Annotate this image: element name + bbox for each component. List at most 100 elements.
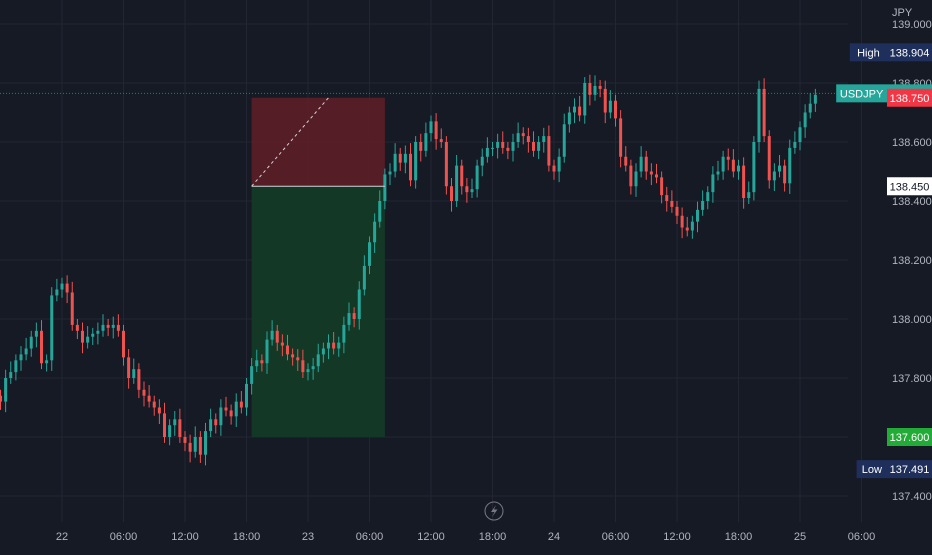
price-badges: High138.904USDJPY138.765138.750138.45013… xyxy=(836,43,932,479)
candle-body xyxy=(332,342,336,349)
candle-body xyxy=(122,330,125,358)
stop-value-box xyxy=(887,88,932,107)
candle-body xyxy=(747,192,751,199)
trade-path-line xyxy=(251,97,329,187)
candle-body xyxy=(178,419,182,437)
candle-body xyxy=(501,142,505,148)
candle-body xyxy=(506,147,510,151)
candle-body xyxy=(460,165,464,187)
candle-body xyxy=(393,153,397,172)
candle-body xyxy=(173,419,177,426)
candle-body xyxy=(260,360,264,364)
candle-body xyxy=(470,189,474,193)
candle-body xyxy=(439,139,443,142)
candle-body xyxy=(106,324,110,328)
candles xyxy=(0,74,817,466)
current-label: USDJPY xyxy=(840,88,884,100)
candle-body xyxy=(275,330,279,343)
candle-body xyxy=(224,407,228,411)
x-tick-label: 12:00 xyxy=(417,531,445,543)
overlay-lines xyxy=(0,92,848,187)
candle-body xyxy=(573,106,576,113)
axes: JPY 139.000138.800138.600138.400138.2001… xyxy=(56,7,932,543)
candle-body xyxy=(383,174,387,201)
candle-body xyxy=(81,330,84,343)
candle-body xyxy=(614,100,617,119)
short-position-tool[interactable] xyxy=(251,97,385,437)
candle-body xyxy=(772,171,776,181)
candle-body xyxy=(352,313,356,319)
candle-body xyxy=(188,442,192,452)
candle-body xyxy=(86,336,90,343)
candle-body xyxy=(465,186,469,193)
candle-body xyxy=(583,83,587,116)
candle-body xyxy=(685,227,689,231)
candle-body xyxy=(24,348,28,355)
x-tick-label: 06:00 xyxy=(848,531,876,543)
candle-body xyxy=(511,142,515,151)
candle-body xyxy=(45,360,49,364)
y-tick-label: 138.600 xyxy=(892,137,932,149)
candle-body xyxy=(193,437,197,452)
high-price-badge: High 138.904 xyxy=(849,43,932,62)
lightning-icon[interactable] xyxy=(484,501,504,521)
candle-body xyxy=(629,165,633,187)
candle-body xyxy=(142,389,146,396)
candle-body xyxy=(649,171,653,175)
take-profit-zone xyxy=(251,186,385,437)
x-tick-label: 06:00 xyxy=(602,531,630,543)
candle-body xyxy=(491,147,494,149)
candle-body xyxy=(234,401,238,417)
candle-body xyxy=(711,174,715,193)
candle-body xyxy=(450,186,453,201)
candle-body xyxy=(737,165,740,172)
candle-body xyxy=(547,136,551,166)
currency-label: JPY xyxy=(892,7,913,19)
candle-body xyxy=(398,153,402,163)
candle-body xyxy=(342,324,346,343)
candle-body xyxy=(680,215,684,228)
candle-body xyxy=(516,133,520,142)
candle-body xyxy=(255,360,259,367)
candle-body xyxy=(301,360,305,373)
candle-body xyxy=(675,206,679,216)
candle-body xyxy=(127,357,131,378)
candle-body xyxy=(163,413,166,437)
candle-body xyxy=(716,171,720,175)
high-value-box xyxy=(887,43,932,62)
candle-body xyxy=(485,147,489,157)
candle-body xyxy=(65,283,69,293)
candle-body xyxy=(250,366,254,384)
candle-body xyxy=(767,136,771,181)
candle-body xyxy=(152,401,156,408)
candle-body xyxy=(327,342,330,349)
low-label: Low xyxy=(862,464,882,476)
stop-price-badge: 138.750 xyxy=(887,88,932,107)
candle-body xyxy=(280,342,284,346)
candle-body xyxy=(209,419,213,432)
y-tick-label: 139.000 xyxy=(892,19,932,31)
candle-body xyxy=(409,153,412,181)
candle-body xyxy=(552,165,556,172)
candle-body xyxy=(757,88,761,142)
candle-body xyxy=(424,133,428,151)
candle-body xyxy=(562,124,566,157)
high-value: 138.904 xyxy=(890,47,930,59)
candle-body xyxy=(696,209,699,222)
x-tick-label: 24 xyxy=(548,531,560,543)
candle-body xyxy=(803,112,807,128)
candle-body xyxy=(368,242,371,266)
candle-body xyxy=(60,283,64,290)
candle-body xyxy=(373,221,377,243)
candle-body xyxy=(4,378,8,402)
candle-body xyxy=(362,265,366,290)
candle-body xyxy=(70,292,74,325)
candle-body xyxy=(116,324,120,331)
candle-body xyxy=(378,201,382,222)
candle-body xyxy=(721,156,725,172)
candle-body xyxy=(731,159,735,172)
candle-body xyxy=(429,121,433,134)
candle-body xyxy=(14,360,18,373)
